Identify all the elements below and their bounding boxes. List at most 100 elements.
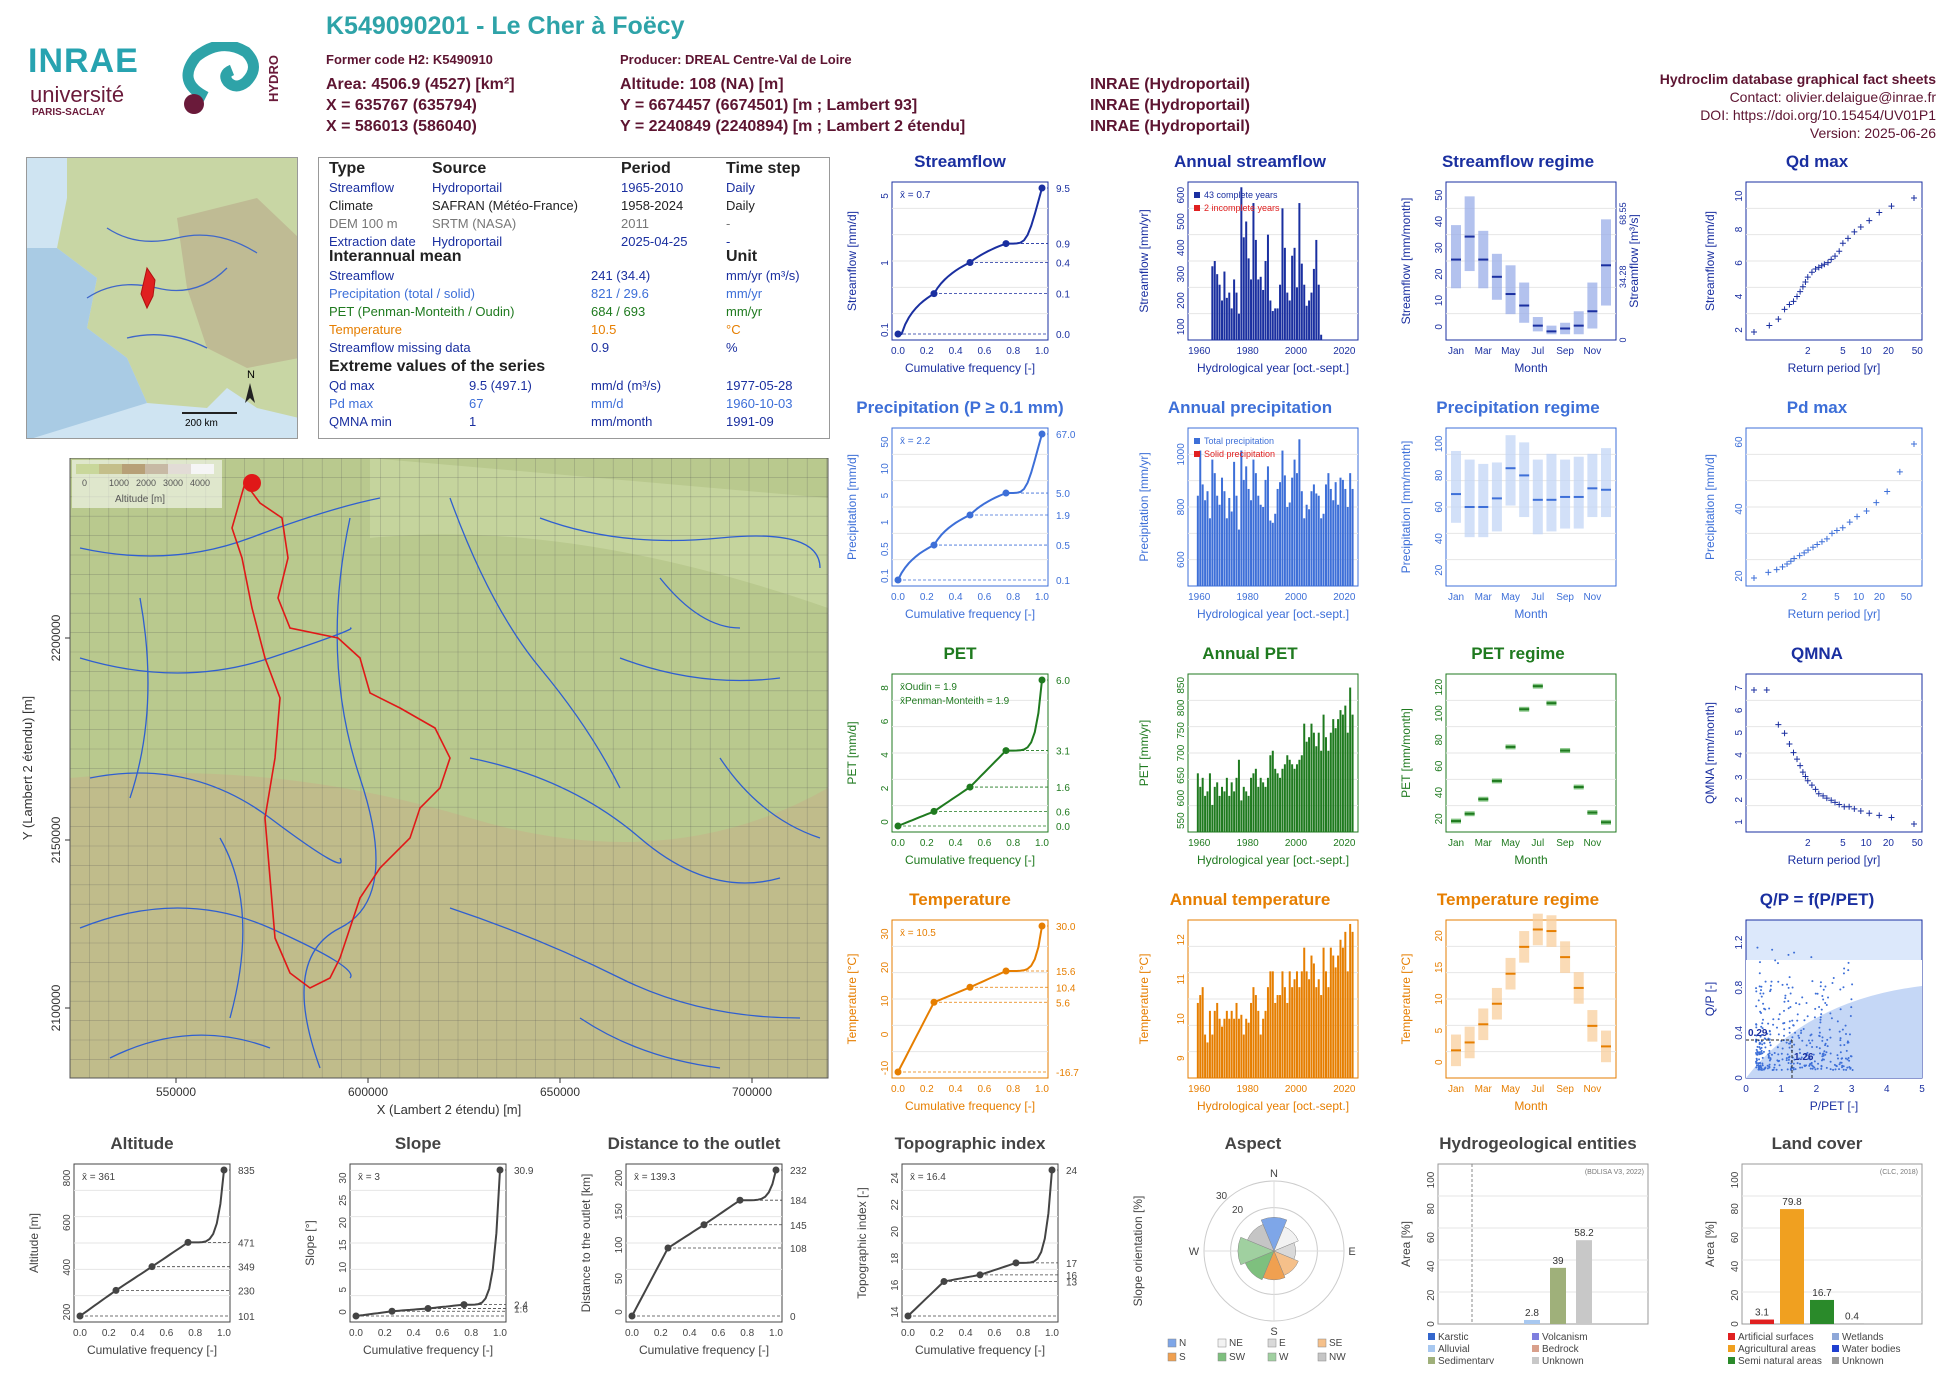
ytick-label: 800 <box>1176 498 1187 515</box>
right-value-label: 17 <box>1066 1259 1078 1270</box>
catchment-map: 0 1000 2000 3000 4000 Altitude [m] 550000 60000… <box>20 457 830 1118</box>
map-ytick-label: 2100000 <box>49 984 63 1031</box>
ylabel: Temperature [°C] <box>1137 954 1151 1045</box>
contact[interactable]: Contact: olivier.delaigue@inrae.fr <box>1729 89 1936 105</box>
ytick-label: 5 <box>880 193 891 199</box>
ytick-label: 0 <box>614 1309 625 1315</box>
annual-bar <box>1324 971 1327 1078</box>
ytick-label: 0.4 <box>1734 1025 1745 1039</box>
annual-bar <box>1291 764 1294 832</box>
annual-bar <box>1269 300 1272 340</box>
data-point <box>1823 795 1830 802</box>
ytick-label: 20 <box>1434 813 1445 825</box>
ylabel: Precipitation [mm/d] <box>845 454 859 560</box>
scatter-point <box>1758 1042 1761 1045</box>
mean-value: 0.9 <box>591 340 610 355</box>
ytick-label: 0 <box>1434 324 1445 330</box>
ytick-label: 100 <box>1730 1171 1741 1188</box>
scatter-point <box>1789 1042 1792 1045</box>
ytick-label: 600 <box>1176 551 1187 568</box>
annual-bar <box>1300 491 1303 586</box>
chart-svg: 1960 1980 2000 2020 9 10 11 12 Hydrological year… <box>1137 919 1359 1113</box>
annual-bar <box>1206 1042 1209 1078</box>
annual-bar <box>1271 522 1274 586</box>
quantile-point <box>772 1166 780 1174</box>
scatter-point <box>1795 1002 1798 1005</box>
scatter-point <box>1782 1022 1785 1025</box>
scatter-point <box>1807 1057 1810 1060</box>
scatter-point <box>1769 1058 1772 1061</box>
annual-bar <box>1339 710 1342 832</box>
map-river <box>79 497 381 557</box>
ytick-label: 1 <box>880 260 891 266</box>
legend-swatch <box>1832 1345 1839 1352</box>
scatter-point <box>1758 972 1761 975</box>
chart-title: Q/P = f(P/PET) <box>1759 890 1875 909</box>
data-point <box>1911 195 1917 201</box>
annual-bar <box>1281 971 1284 1078</box>
ytick-label: 20 <box>1734 570 1745 582</box>
scatter-point <box>1826 1038 1829 1041</box>
hydrogeology-bar <box>1524 1319 1540 1324</box>
data-label: 79.8 <box>1782 1197 1802 1208</box>
col-type: Type <box>329 160 366 177</box>
ytick-label: 0.1 <box>880 569 891 583</box>
scatter-point <box>1807 1039 1810 1042</box>
data-point <box>1851 805 1858 812</box>
regime-box <box>1451 225 1461 289</box>
mean-unit: % <box>726 340 738 355</box>
ytick-label: 15 <box>1434 961 1445 973</box>
data-point <box>1851 228 1858 235</box>
right-value-label: 3.1 <box>1056 747 1070 758</box>
scatter-point <box>1847 1057 1850 1060</box>
scatter-point <box>1787 1058 1790 1061</box>
xtick-label: 0.0 <box>349 1328 363 1339</box>
extreme-unit: mm/d (m³/s) <box>591 378 662 393</box>
xtick-label: 2000 <box>1285 346 1308 357</box>
ytick-label: 25 <box>338 1194 349 1206</box>
chart-title: Annual precipitation <box>1167 398 1333 417</box>
data-point <box>1779 563 1786 570</box>
scatter-point <box>1806 1051 1809 1054</box>
annual-bar <box>1240 187 1243 340</box>
legend-label: N <box>1179 1338 1186 1349</box>
chart-title: Temperature <box>909 890 1011 909</box>
annual-bar <box>1288 759 1291 832</box>
xtick-label: 0.6 <box>435 1328 449 1339</box>
scatter-point <box>1820 1067 1823 1070</box>
annual-bar <box>1295 473 1298 586</box>
right-tick-label: 34.28 <box>1618 266 1628 289</box>
scatter-point <box>1793 1043 1796 1046</box>
ytick-label: 400 <box>1176 239 1187 256</box>
chart-svg: (BDLISA V3, 2022) 2.8 39 58.2 0 20 40 60 80 100 Ar… <box>1399 1163 1649 1364</box>
ytick-label: 10 <box>1176 1013 1187 1025</box>
annual-bar <box>1199 786 1202 832</box>
data-point <box>1884 488 1891 495</box>
annual-bar <box>1235 1002 1238 1078</box>
annual-bar <box>1211 804 1214 832</box>
scatter-point <box>1824 1002 1827 1005</box>
xtick-label: 1 <box>1778 1084 1784 1095</box>
annual-bar <box>1312 963 1315 1078</box>
xtick-label: 5 <box>1919 1084 1925 1095</box>
scatter-point <box>1837 1057 1840 1060</box>
scatter-point <box>1839 1051 1842 1054</box>
annual-bar <box>1274 768 1277 832</box>
mean-unit: mm/yr (m³/s) <box>726 268 800 283</box>
legend-label: Water bodies <box>1842 1344 1901 1355</box>
budyko-area <box>1746 986 1922 1078</box>
data-point <box>1846 803 1853 810</box>
right-value-label: 0.4 <box>1056 258 1070 269</box>
doi[interactable]: DOI: https://doi.org/10.15454/UV01P1 <box>1700 107 1936 123</box>
annual-bar <box>1201 987 1204 1078</box>
annual-bar <box>1221 1026 1224 1078</box>
xtick-label: 0.0 <box>891 1084 905 1095</box>
scatter-point <box>1796 1062 1799 1065</box>
legend-swatch <box>1728 1345 1735 1352</box>
hydrogeology-bar <box>1550 1267 1566 1324</box>
annual-bar <box>1286 292 1289 340</box>
regime-box <box>1532 317 1543 332</box>
annual-bar <box>1341 947 1344 1078</box>
ytick-label: 4 <box>880 752 891 758</box>
data-point <box>1836 248 1843 255</box>
